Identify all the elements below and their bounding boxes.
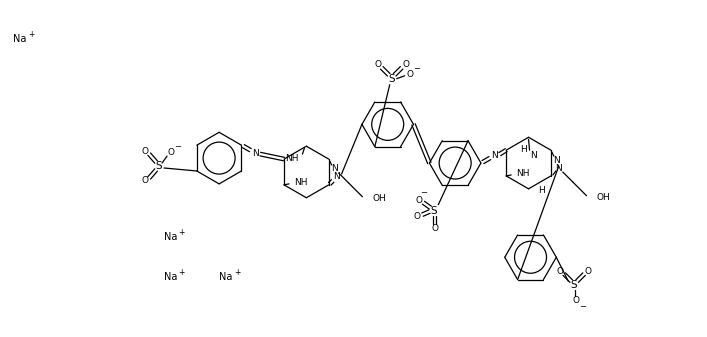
Text: OH: OH: [597, 193, 610, 202]
Text: Na: Na: [219, 272, 233, 282]
Text: O: O: [141, 147, 148, 156]
Text: N: N: [332, 164, 338, 174]
Text: Na: Na: [13, 34, 26, 44]
Text: O: O: [414, 212, 421, 221]
Text: O: O: [374, 60, 381, 69]
Text: NH: NH: [516, 170, 530, 179]
Text: S: S: [571, 280, 578, 290]
Text: O: O: [557, 267, 563, 276]
Text: N: N: [491, 151, 498, 160]
Text: O: O: [585, 267, 592, 276]
Text: −: −: [175, 142, 182, 151]
Text: O: O: [402, 60, 409, 69]
Text: Na: Na: [163, 272, 177, 282]
Text: N: N: [530, 151, 537, 160]
Text: O: O: [432, 224, 439, 233]
Text: O: O: [416, 196, 423, 205]
Text: OH: OH: [373, 194, 386, 203]
Text: H: H: [520, 145, 527, 154]
Text: Na: Na: [163, 233, 177, 242]
Text: O: O: [168, 148, 175, 157]
Text: S: S: [430, 206, 437, 216]
Text: O: O: [573, 297, 580, 305]
Text: O: O: [141, 176, 148, 185]
Text: O: O: [406, 70, 413, 79]
Text: N: N: [556, 163, 562, 173]
Text: N: N: [333, 173, 340, 181]
Text: H: H: [539, 186, 545, 195]
Text: N: N: [252, 149, 259, 158]
Text: +: +: [178, 228, 185, 237]
Text: −: −: [420, 188, 427, 197]
Text: +: +: [234, 268, 240, 277]
Text: N: N: [554, 156, 560, 164]
Text: −: −: [580, 302, 587, 311]
Text: NH: NH: [285, 154, 298, 162]
Text: S: S: [388, 74, 395, 84]
Text: −: −: [413, 64, 420, 73]
Text: +: +: [178, 268, 185, 277]
Text: +: +: [28, 30, 34, 39]
Text: NH: NH: [294, 178, 308, 187]
Text: S: S: [156, 161, 163, 171]
